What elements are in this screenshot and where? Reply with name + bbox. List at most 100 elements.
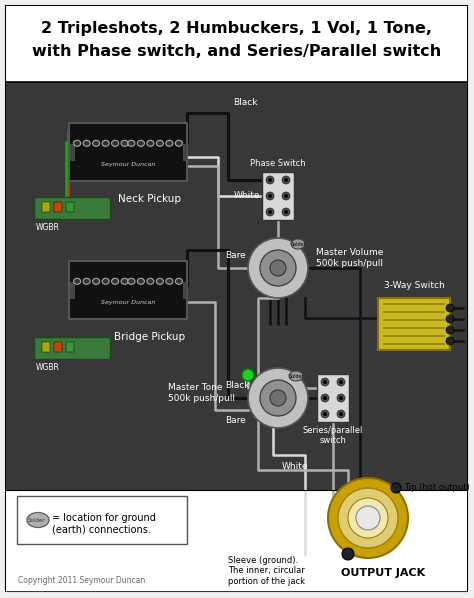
Circle shape (321, 410, 329, 418)
Bar (69, 123, 187, 181)
Circle shape (268, 178, 272, 182)
Bar (69, 261, 187, 319)
Ellipse shape (175, 141, 182, 147)
Text: Bridge Pickup: Bridge Pickup (114, 332, 185, 342)
Circle shape (446, 337, 454, 345)
Circle shape (321, 394, 329, 402)
Circle shape (321, 378, 329, 386)
Ellipse shape (147, 278, 154, 284)
Ellipse shape (111, 141, 118, 147)
Bar (42, 342, 50, 352)
Circle shape (323, 380, 327, 384)
Ellipse shape (92, 141, 100, 147)
Bar (183, 282, 187, 298)
Ellipse shape (121, 141, 128, 147)
Bar (42, 202, 50, 212)
Text: Neck Pickup: Neck Pickup (118, 194, 182, 204)
Bar (6, 82, 467, 592)
Ellipse shape (156, 141, 164, 147)
Circle shape (260, 250, 296, 286)
Circle shape (323, 396, 327, 400)
Text: with Phase switch, and Series/Parallel switch: with Phase switch, and Series/Parallel s… (32, 44, 442, 59)
Text: Tip (hot output): Tip (hot output) (404, 484, 470, 493)
Text: Solder: Solder (289, 374, 305, 379)
Circle shape (348, 498, 388, 538)
Text: 3-Way Switch: 3-Way Switch (383, 281, 444, 290)
Text: Black: Black (225, 381, 249, 390)
Bar (70, 282, 74, 298)
Circle shape (266, 176, 274, 184)
Ellipse shape (102, 141, 109, 147)
Ellipse shape (27, 512, 49, 527)
Ellipse shape (166, 141, 173, 147)
Circle shape (270, 260, 286, 276)
Circle shape (284, 210, 288, 214)
Ellipse shape (111, 278, 118, 284)
Bar (54, 342, 62, 352)
Circle shape (242, 369, 254, 381)
Ellipse shape (156, 278, 164, 284)
Circle shape (268, 194, 272, 198)
Text: Sleeve (ground).
The inner, circular
portion of the jack: Sleeve (ground). The inner, circular por… (228, 556, 305, 586)
Ellipse shape (92, 278, 100, 284)
Text: Bare: Bare (225, 251, 246, 260)
Text: WGBR: WGBR (36, 223, 60, 232)
Circle shape (260, 380, 296, 416)
Circle shape (339, 380, 343, 384)
Ellipse shape (83, 141, 90, 147)
Text: Solder: Solder (28, 517, 46, 523)
Text: Master Tone
500k push/pull: Master Tone 500k push/pull (168, 383, 235, 402)
Text: Seymour Duncan: Seymour Duncan (101, 162, 155, 167)
Text: Bare: Bare (225, 416, 246, 425)
Ellipse shape (73, 278, 81, 284)
Text: Black: Black (233, 98, 257, 107)
Circle shape (391, 483, 401, 493)
Circle shape (339, 412, 343, 416)
Text: 2 Tripleshots, 2 Humbuckers, 1 Vol, 1 Tone,: 2 Tripleshots, 2 Humbuckers, 1 Vol, 1 To… (42, 20, 432, 35)
Ellipse shape (128, 278, 135, 284)
Ellipse shape (147, 141, 154, 147)
Text: White: White (234, 191, 260, 200)
Circle shape (337, 394, 345, 402)
Bar (66, 342, 74, 352)
Ellipse shape (73, 141, 81, 147)
Bar (6, 6, 467, 86)
Circle shape (284, 178, 288, 182)
Circle shape (284, 194, 288, 198)
Ellipse shape (291, 239, 305, 249)
Text: Phase Switch: Phase Switch (250, 159, 306, 168)
Bar (66, 202, 74, 212)
Circle shape (323, 412, 327, 416)
Ellipse shape (128, 141, 135, 147)
Circle shape (282, 192, 290, 200)
Circle shape (266, 192, 274, 200)
Circle shape (337, 378, 345, 386)
Circle shape (282, 208, 290, 216)
Circle shape (446, 326, 454, 334)
Ellipse shape (137, 278, 145, 284)
Ellipse shape (166, 278, 173, 284)
Bar (70, 144, 74, 160)
Bar (378, 298, 450, 350)
Circle shape (282, 176, 290, 184)
Ellipse shape (175, 278, 182, 284)
Text: WGBR: WGBR (36, 363, 60, 372)
Text: Master Volume
500k push/pull: Master Volume 500k push/pull (316, 248, 383, 268)
Bar (34, 337, 110, 359)
Bar (54, 202, 62, 212)
Circle shape (338, 488, 398, 548)
Circle shape (446, 315, 454, 323)
Text: Solder: Solder (291, 242, 307, 246)
Circle shape (248, 368, 308, 428)
Text: OUTPUT JACK: OUTPUT JACK (341, 568, 425, 578)
Circle shape (328, 478, 408, 558)
Bar (262, 172, 294, 220)
Text: = location for ground
(earth) connections.: = location for ground (earth) connection… (52, 513, 156, 535)
Ellipse shape (121, 278, 128, 284)
Text: White: White (282, 462, 308, 471)
Circle shape (248, 238, 308, 298)
Circle shape (342, 548, 354, 560)
Circle shape (268, 210, 272, 214)
Ellipse shape (102, 278, 109, 284)
Text: Series/parallel
switch: Series/parallel switch (303, 426, 363, 446)
